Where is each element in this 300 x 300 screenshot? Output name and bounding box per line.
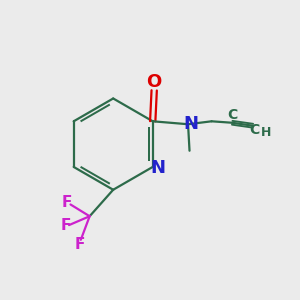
Text: N: N	[151, 159, 166, 177]
Text: F: F	[62, 195, 72, 210]
Text: C: C	[228, 108, 238, 122]
Text: N: N	[183, 115, 198, 133]
Text: H: H	[261, 126, 271, 139]
Text: F: F	[60, 218, 71, 232]
Text: F: F	[74, 237, 85, 252]
Text: C: C	[249, 123, 260, 137]
Text: O: O	[147, 73, 162, 91]
